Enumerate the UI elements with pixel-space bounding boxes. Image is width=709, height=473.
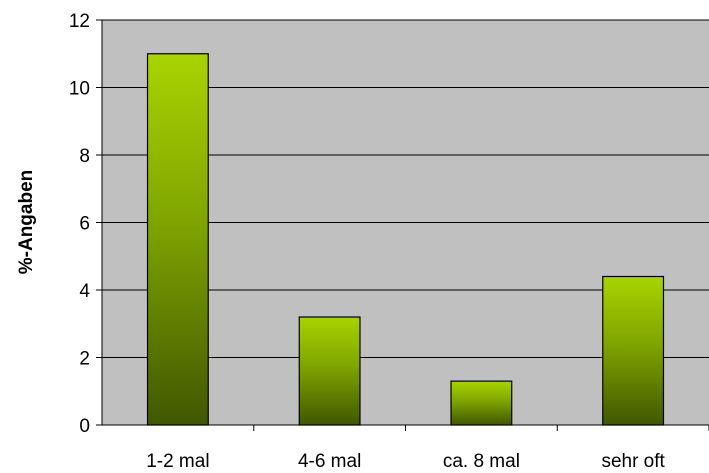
x-tick-label: 1-2 mal (146, 451, 209, 472)
y-tick-label: 4 (79, 281, 90, 302)
y-tick-label: 10 (69, 79, 90, 100)
y-axis-title: %-Angaben (16, 170, 37, 275)
x-tick-label: 4-6 mal (298, 451, 361, 472)
bar-sehr-oft (602, 275, 665, 426)
y-tick-label: 6 (79, 214, 90, 235)
bar-4-6-mal (298, 316, 361, 426)
x-tick-label: ca. 8 mal (443, 451, 520, 472)
x-tick-labels: 1-2 mal 4-6 mal ca. 8 mal sehr oft (146, 451, 665, 472)
y-tick-label: 2 (79, 349, 90, 370)
axes (96, 19, 709, 431)
y-tick-label: 0 (79, 416, 90, 437)
bars (146, 53, 665, 426)
bar-1-2-mal (146, 53, 209, 426)
y-tick-labels: 0 2 4 6 8 10 12 (69, 11, 91, 437)
y-tick-label: 8 (79, 146, 90, 167)
bar-ca-8-mal (450, 380, 513, 426)
x-tick-label: sehr oft (601, 451, 665, 472)
y-tick-label: 12 (69, 11, 90, 32)
